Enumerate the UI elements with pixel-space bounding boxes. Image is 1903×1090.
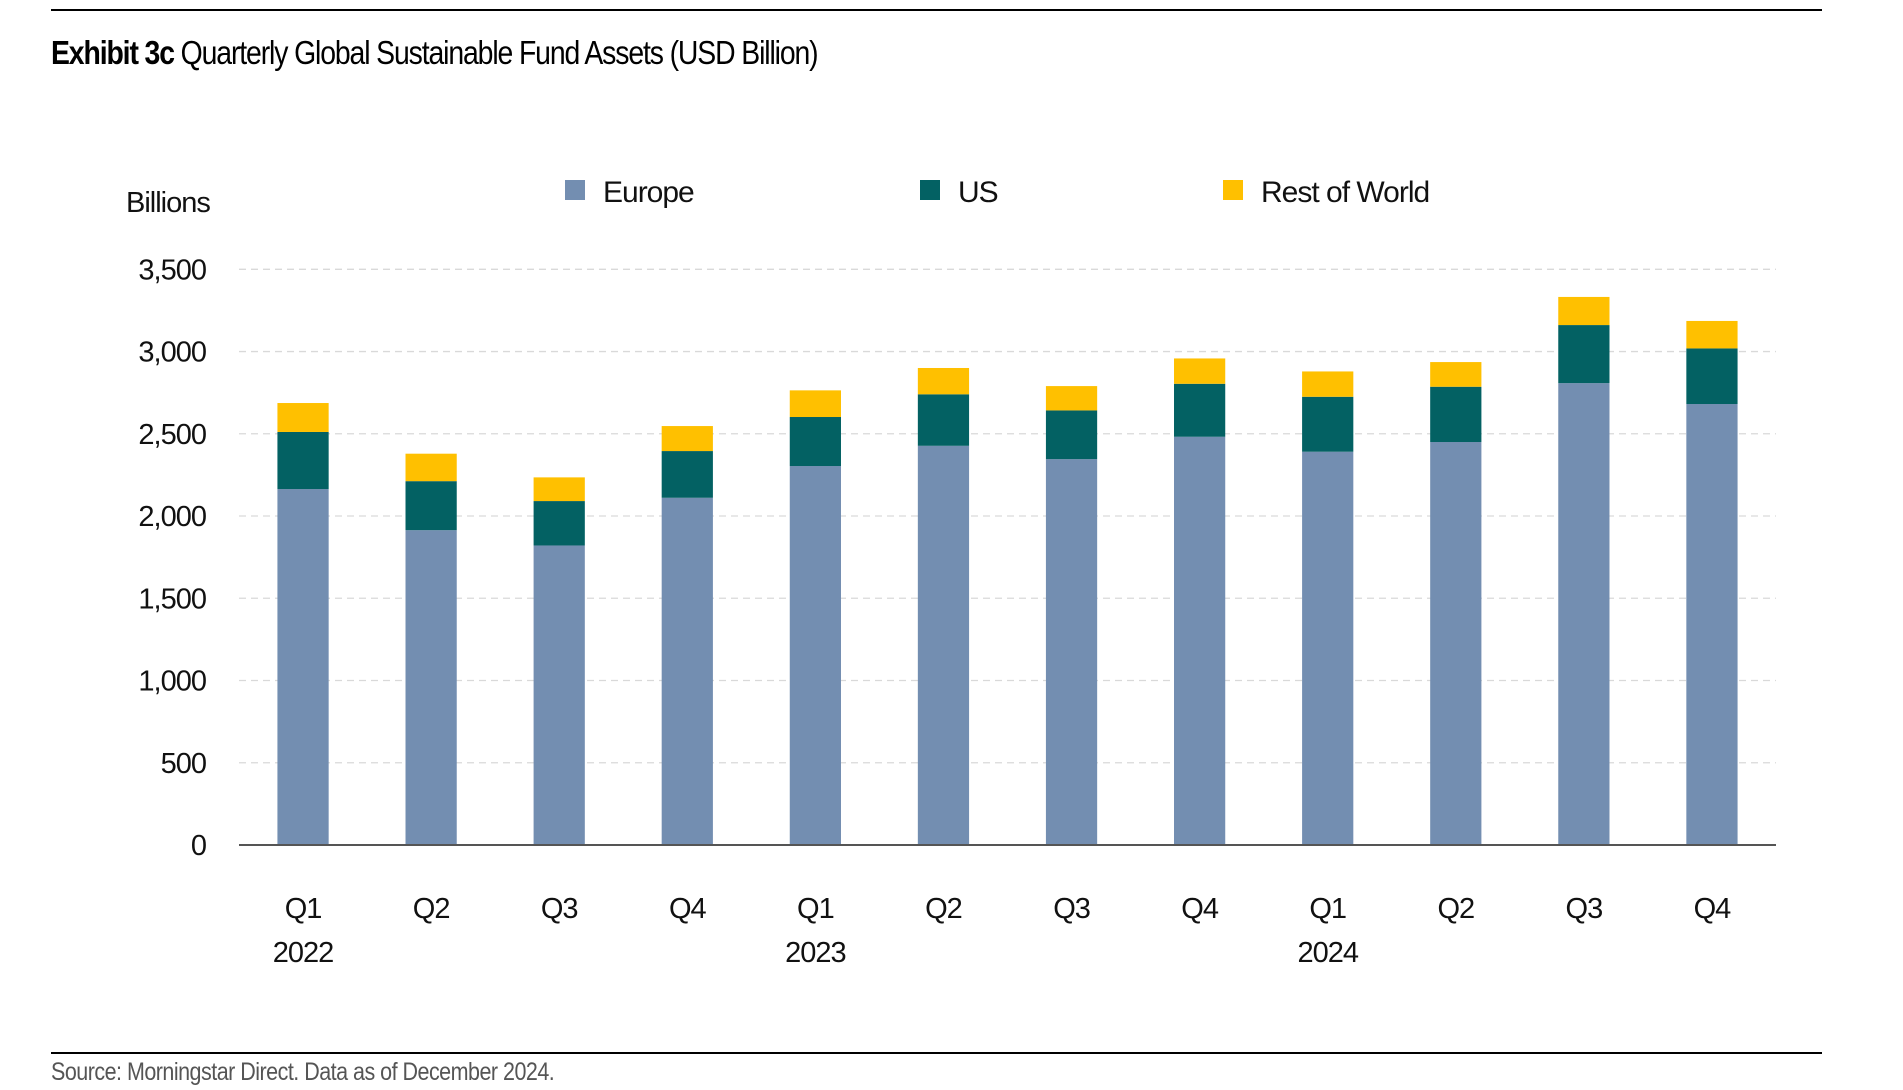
bar-stack — [1686, 320, 1738, 845]
bar-stack — [277, 403, 329, 845]
y-tick-label: 500 — [161, 748, 206, 780]
x-tick-year: 2022 — [273, 937, 334, 969]
x-tick-quarter: Q3 — [1053, 893, 1090, 925]
legend-item: Rest of World — [1223, 176, 1430, 209]
bar-rest-of-world — [789, 390, 841, 418]
y-tick-label: 1,500 — [138, 583, 206, 615]
source-note: Source: Morningstar Direct. Data as of D… — [51, 1058, 555, 1086]
title-text: Quarterly Global Sustainable Fund Assets… — [180, 34, 819, 71]
bar-stack — [1430, 362, 1482, 845]
chart-title: Exhibit 3c Quarterly Global Sustainable … — [51, 34, 819, 72]
bar-rest-of-world — [405, 453, 457, 482]
bar-europe — [917, 445, 970, 845]
bar-us — [661, 451, 713, 498]
bar-europe — [533, 545, 585, 845]
y-tick-label: 0 — [191, 830, 206, 862]
bar-us — [1430, 386, 1482, 443]
x-tick-year: 2024 — [1297, 937, 1358, 969]
gridlines — [239, 268, 1776, 764]
bar-europe — [277, 489, 329, 845]
bar-europe — [1430, 442, 1482, 845]
bars — [277, 296, 1738, 845]
legend-label: Europe — [603, 176, 694, 209]
legend-swatch — [1223, 180, 1243, 200]
bar-europe — [1045, 459, 1098, 845]
bar-europe — [405, 530, 457, 845]
bar-us — [1686, 348, 1738, 405]
bar-rest-of-world — [533, 477, 585, 502]
x-tick-quarter: Q2 — [925, 893, 962, 925]
bar-stack — [1558, 296, 1610, 845]
bar-rest-of-world — [917, 367, 970, 395]
y-axis-label: Billions — [126, 187, 210, 219]
bar-us — [533, 501, 585, 546]
bar-us — [917, 394, 970, 446]
x-tick-quarter: Q4 — [1181, 893, 1219, 925]
bar-us — [1174, 383, 1226, 437]
bar-us — [1558, 325, 1610, 384]
y-axis-ticks: 0 500 1,000 1,500 2,000 2,500 3,000 3,500 — [138, 254, 207, 862]
bar-us — [789, 417, 841, 467]
top-rule — [51, 9, 1822, 11]
bar-stack — [1302, 371, 1354, 845]
x-tick-quarter: Q3 — [541, 893, 578, 925]
legend-swatch — [565, 180, 585, 200]
x-tick-quarter: Q4 — [1694, 893, 1732, 925]
bar-europe — [1174, 436, 1226, 845]
legend-label: US — [958, 176, 998, 209]
bar-rest-of-world — [277, 403, 329, 432]
x-tick-quarter: Q2 — [413, 893, 450, 925]
y-tick-label: 2,500 — [138, 419, 206, 451]
y-tick-label: 3,500 — [138, 254, 206, 286]
legend-swatch — [920, 180, 940, 200]
bar-us — [1302, 396, 1354, 452]
legend-item: US — [920, 176, 999, 209]
legend-label: Rest of World — [1261, 176, 1429, 209]
bar-us — [1045, 410, 1098, 460]
x-tick-quarter: Q4 — [669, 893, 707, 925]
x-tick-quarter: Q3 — [1566, 893, 1603, 925]
bottom-rule — [51, 1052, 1822, 1054]
bar-stack — [789, 390, 841, 845]
bar-rest-of-world — [661, 426, 713, 452]
bar-europe — [789, 466, 841, 845]
bar-stack — [1174, 358, 1226, 845]
bar-stack — [405, 453, 457, 845]
y-tick-label: 1,000 — [138, 666, 206, 698]
x-tick-quarter: Q1 — [1309, 893, 1346, 925]
bar-rest-of-world — [1302, 371, 1354, 397]
bar-us — [405, 481, 457, 531]
bar-rest-of-world — [1430, 362, 1482, 387]
y-tick-label: 2,000 — [138, 501, 206, 533]
y-tick-label: 3,000 — [138, 337, 206, 369]
bar-rest-of-world — [1558, 296, 1610, 326]
x-tick-quarter: Q1 — [285, 893, 322, 925]
x-axis-ticks: Q1 2022 Q2 Q3 Q4 Q1 2023 Q2 Q3 Q4 Q1 2024 Q2 Q3 Q4 — [273, 893, 1732, 969]
bar-stack — [661, 426, 713, 845]
bar-rest-of-world — [1174, 358, 1226, 384]
x-tick-quarter: Q2 — [1437, 893, 1474, 925]
x-tick-quarter: Q1 — [797, 893, 834, 925]
stacked-bar-chart: Europe US Rest of World Billions 0 500 1,000… — [126, 176, 1776, 969]
exhibit-label: Exhibit 3c — [51, 34, 175, 71]
bar-europe — [1302, 451, 1354, 845]
legend-item: Europe — [565, 176, 695, 209]
bar-stack — [1045, 386, 1098, 845]
bar-europe — [661, 497, 713, 845]
bar-europe — [1686, 404, 1738, 845]
bar-rest-of-world — [1686, 320, 1738, 349]
x-tick-year: 2023 — [785, 937, 846, 969]
bar-us — [277, 431, 329, 490]
bar-rest-of-world — [1045, 386, 1098, 411]
bar-stack — [917, 367, 970, 845]
bar-stack — [533, 477, 585, 845]
legend: Europe US Rest of World — [565, 176, 1430, 209]
bar-europe — [1558, 383, 1610, 845]
